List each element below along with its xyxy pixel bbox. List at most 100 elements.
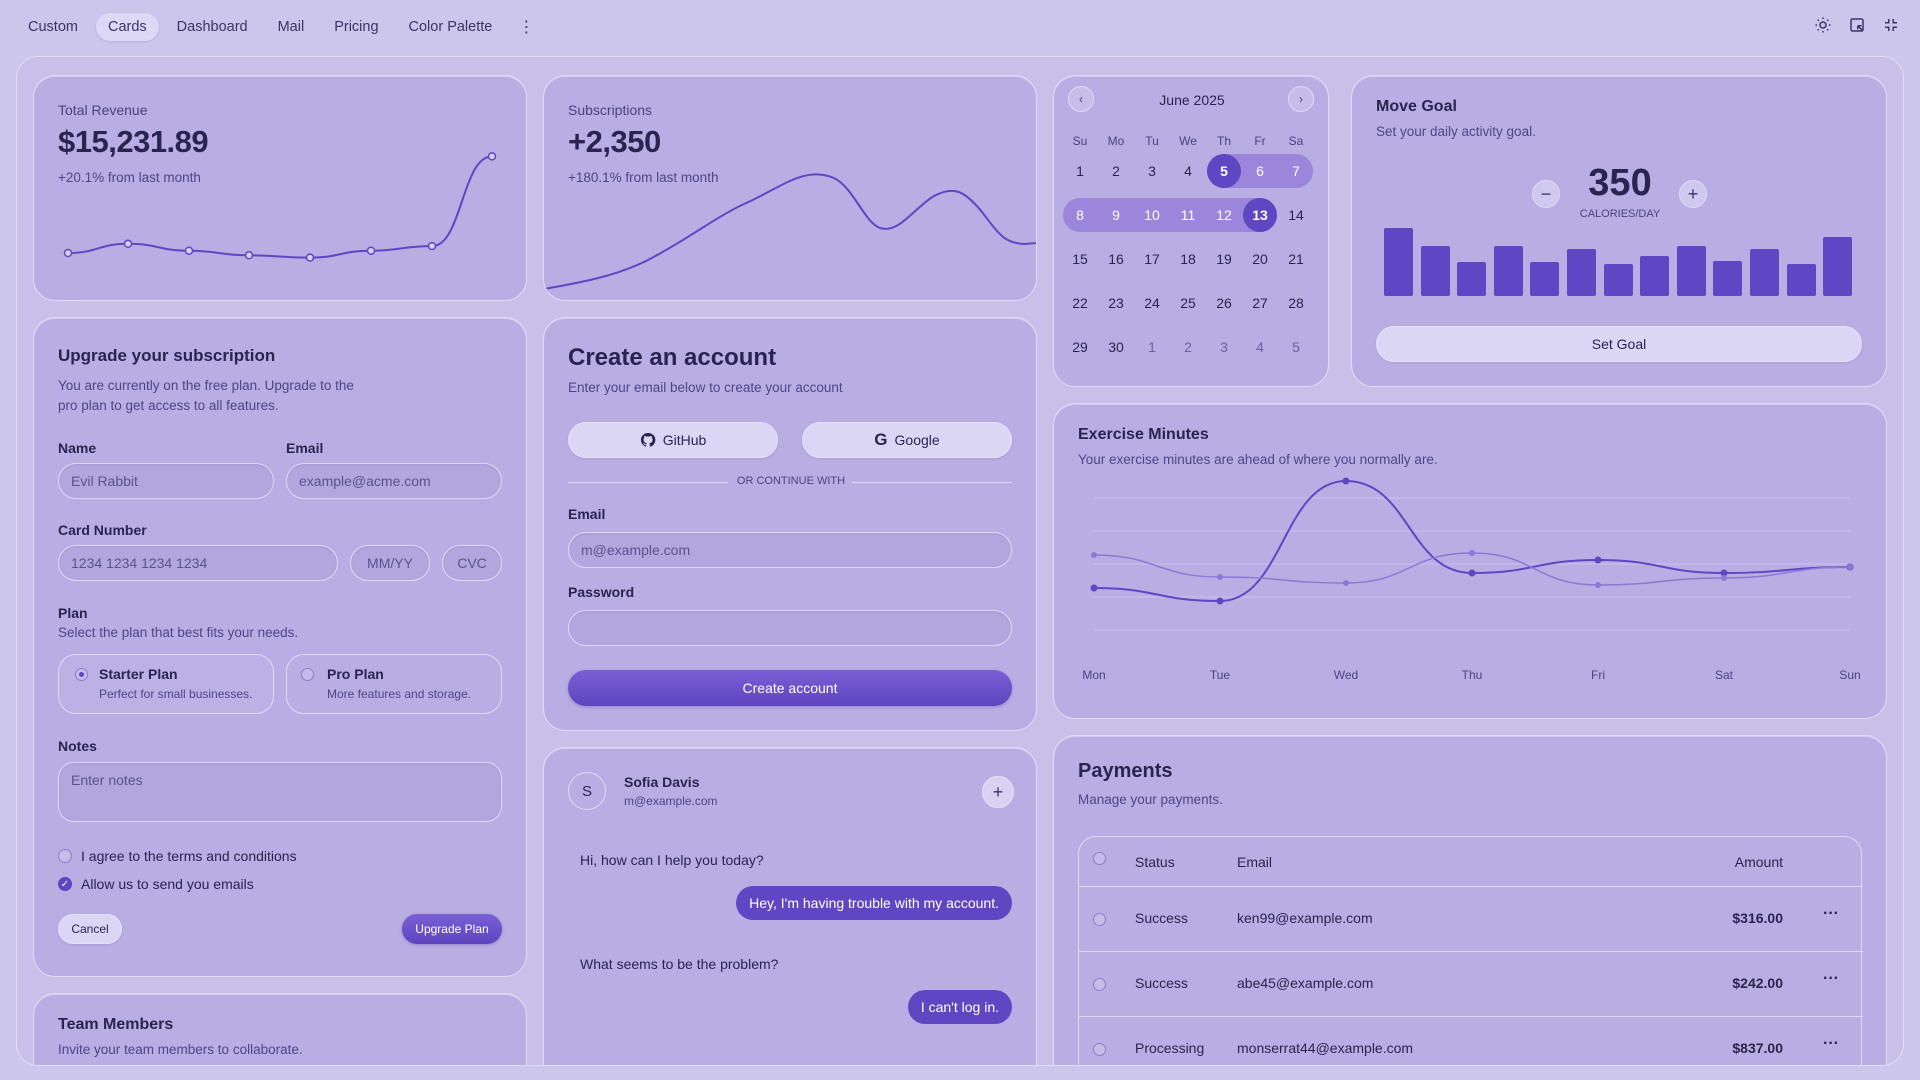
pro-radio[interactable] (301, 668, 314, 681)
calendar-day[interactable]: 8 (1076, 207, 1084, 223)
calendar-month: June 2025 (1159, 92, 1225, 108)
nav-item-color-palette[interactable]: Color Palette (408, 19, 493, 35)
chat-message: Hey, I'm having trouble with my account. (736, 886, 1012, 920)
row-actions-icon[interactable]: ··· (1823, 1035, 1839, 1052)
add-contact-button[interactable]: + (982, 776, 1014, 808)
terms-checkbox[interactable] (58, 849, 72, 863)
subscriptions-delta: +180.1% from last month (568, 170, 719, 185)
calendar-day[interactable]: 4 (1184, 163, 1192, 179)
calendar-day[interactable]: 24 (1144, 295, 1160, 311)
name-input[interactable]: Evil Rabbit (58, 463, 274, 499)
more-vertical-icon[interactable]: ⋮ (518, 19, 535, 36)
nav-item-mail[interactable]: Mail (277, 19, 305, 35)
exercise-point (1595, 582, 1601, 588)
plan-option-pro[interactable]: Pro Plan More features and storage. (286, 654, 502, 714)
cancel-button[interactable]: Cancel (58, 914, 122, 944)
nav-item-custom[interactable]: Custom (28, 19, 78, 35)
calendar-day[interactable]: 28 (1288, 295, 1304, 311)
table-row[interactable]: Success ken99@example.com $316.00 ··· (1079, 887, 1863, 952)
emails-checkbox[interactable]: ✓ (58, 877, 72, 891)
exercise-point (1469, 550, 1475, 556)
nav-item-pricing[interactable]: Pricing (334, 19, 379, 35)
calendar-day[interactable]: 26 (1216, 295, 1232, 311)
email-input[interactable]: example@acme.com (286, 463, 502, 499)
increase-button[interactable]: + (1679, 180, 1707, 208)
terms-row[interactable]: I agree to the terms and conditions (58, 848, 297, 864)
status-header[interactable]: Status (1135, 854, 1175, 870)
calendar-day[interactable]: 30 (1108, 339, 1124, 355)
email-header[interactable]: Email (1237, 854, 1273, 870)
calendar-day[interactable]: 16 (1108, 251, 1124, 267)
set-goal-button[interactable]: Set Goal (1376, 326, 1862, 362)
exercise-point (1721, 575, 1727, 581)
sun-icon[interactable] (1814, 16, 1832, 34)
row-checkbox[interactable] (1093, 978, 1106, 991)
revenue-point (487, 152, 497, 161)
create-account-button[interactable]: Create account (568, 670, 1012, 706)
calendar-day[interactable]: 3 (1220, 339, 1228, 355)
calendar-day[interactable]: 2 (1184, 339, 1192, 355)
amount-header[interactable]: Amount (1734, 854, 1783, 870)
calendar-day[interactable]: 12 (1216, 207, 1232, 223)
row-status: Processing (1135, 1040, 1205, 1056)
ca-password-input[interactable] (568, 610, 1012, 646)
calendar-day[interactable]: 20 (1252, 251, 1268, 267)
row-checkbox[interactable] (1093, 913, 1106, 926)
calendar-day[interactable]: 7 (1292, 163, 1300, 179)
pro-plan-desc: More features and storage. (327, 687, 472, 701)
calendar-day[interactable]: 5 (1207, 154, 1241, 188)
calendar-day[interactable]: 5 (1292, 339, 1300, 355)
screenshot-icon[interactable] (1848, 16, 1866, 34)
calendar-day[interactable]: 9 (1112, 207, 1120, 223)
revenue-delta: +20.1% from last month (58, 170, 201, 185)
calendar-day[interactable]: 29 (1072, 339, 1088, 355)
row-actions-icon[interactable]: ··· (1823, 970, 1839, 987)
notes-textarea[interactable]: Enter notes (58, 762, 502, 822)
calendar-day[interactable]: 13 (1243, 198, 1277, 232)
calendar-day[interactable]: 15 (1072, 251, 1088, 267)
calendar-day[interactable]: 19 (1216, 251, 1232, 267)
github-label: GitHub (662, 432, 707, 448)
plan-option-starter[interactable]: Starter Plan Perfect for small businesse… (58, 654, 274, 714)
row-checkbox[interactable] (1093, 1043, 1106, 1056)
select-all-checkbox[interactable] (1093, 852, 1106, 865)
calendar-day[interactable]: 25 (1180, 295, 1196, 311)
nav-item-cards[interactable]: Cards (95, 13, 159, 41)
calendar-day[interactable]: 18 (1180, 251, 1196, 267)
calendar-day[interactable]: 1 (1076, 163, 1084, 179)
calendar-day[interactable]: 6 (1256, 163, 1264, 179)
ca-email-input[interactable]: m@example.com (568, 532, 1012, 568)
calendar-day[interactable]: 1 (1148, 339, 1156, 355)
calendar-day[interactable]: 27 (1252, 295, 1268, 311)
calendar-day[interactable]: 2 (1112, 163, 1120, 179)
prev-month-button[interactable]: ‹ (1068, 86, 1094, 112)
google-button[interactable]: G Google (802, 422, 1012, 458)
calendar-day[interactable]: 22 (1072, 295, 1088, 311)
nav-item-dashboard[interactable]: Dashboard (176, 19, 248, 35)
calendar-day[interactable]: 4 (1256, 339, 1264, 355)
card-number-input[interactable]: 1234 1234 1234 1234 (58, 545, 338, 581)
starter-radio[interactable] (75, 668, 88, 681)
calendar-day[interactable]: 11 (1180, 207, 1196, 223)
calendar-day[interactable]: 17 (1144, 251, 1160, 267)
row-actions-icon[interactable]: ··· (1823, 905, 1839, 922)
emails-row[interactable]: ✓ Allow us to send you emails (58, 876, 254, 892)
minimize-icon[interactable] (1882, 16, 1900, 34)
github-button[interactable]: GitHub (568, 422, 778, 458)
goal-bar (1640, 256, 1670, 296)
calendar-day[interactable]: 3 (1148, 163, 1156, 179)
decrease-button[interactable]: − (1532, 180, 1560, 208)
cvc-input[interactable]: CVC (442, 545, 502, 581)
calendar-day[interactable]: 21 (1288, 251, 1304, 267)
next-month-button[interactable]: › (1288, 86, 1314, 112)
calendar-day[interactable]: 10 (1144, 207, 1160, 223)
upgrade-plan-button[interactable]: Upgrade Plan (402, 914, 502, 944)
expiry-input[interactable]: MM/YY (350, 545, 430, 581)
row-status: Success (1135, 975, 1188, 991)
exercise-point (1090, 584, 1098, 592)
github-icon (640, 432, 656, 447)
table-row[interactable]: Success abe45@example.com $242.00 ··· (1079, 952, 1863, 1017)
calendar-day[interactable]: 14 (1288, 207, 1304, 223)
table-row[interactable]: Processing monserrat44@example.com $837.00… (1079, 1017, 1863, 1065)
calendar-day[interactable]: 23 (1108, 295, 1124, 311)
